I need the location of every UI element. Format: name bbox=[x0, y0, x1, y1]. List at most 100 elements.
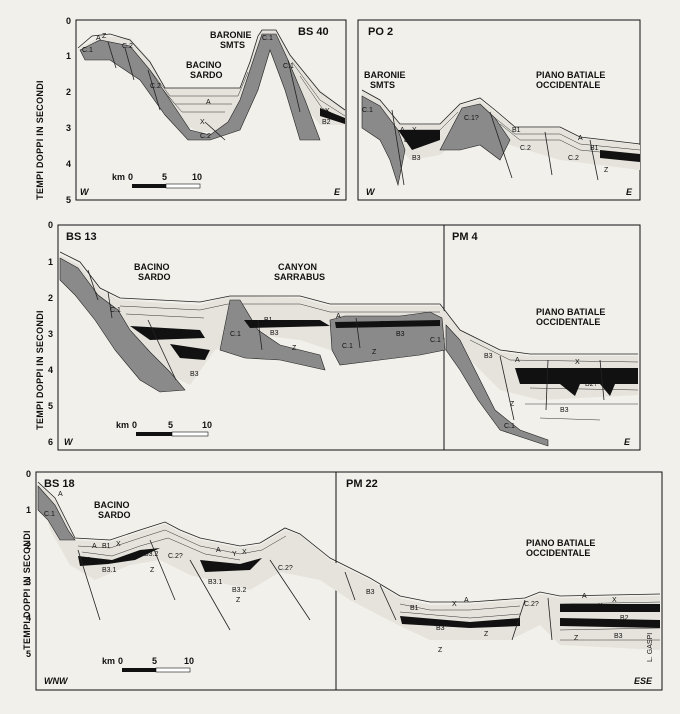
scale-10: 10 bbox=[184, 656, 194, 666]
scale-0: 0 bbox=[118, 656, 123, 666]
scale-5: 5 bbox=[162, 172, 167, 182]
unit-c2: C.2 bbox=[122, 43, 133, 50]
unit-x-po2: X bbox=[412, 127, 417, 134]
unit-y-3: Y bbox=[232, 551, 237, 558]
tick-3: 3 bbox=[66, 123, 71, 133]
bs18-west: WNW bbox=[44, 676, 69, 686]
po2-east: E bbox=[626, 187, 633, 197]
panel-bs40-frame bbox=[75, 19, 347, 201]
scale-10: 10 bbox=[192, 172, 202, 182]
label-occ-2: OCCIDENTALE bbox=[536, 317, 600, 327]
label-bacino-2: BACINO bbox=[134, 262, 170, 272]
y-axis-label-bottom: TEMPI DOPPI IN SECONDI bbox=[22, 530, 32, 650]
tick-2: 2 bbox=[48, 293, 53, 303]
panel-po2-frame bbox=[357, 19, 641, 201]
unit-b3-4: B3 bbox=[396, 331, 405, 338]
unit-x-6: X bbox=[452, 601, 457, 608]
unit-a2-po2: A bbox=[578, 135, 583, 142]
unit-a-4: A bbox=[515, 357, 520, 364]
label-sarrabus: SARRABUS bbox=[274, 272, 325, 282]
unit-b3-5: B3 bbox=[484, 353, 493, 360]
tick-0: 0 bbox=[66, 16, 71, 26]
label-smts: SMTS bbox=[220, 40, 245, 50]
tick-3: 3 bbox=[48, 329, 53, 339]
unit-b3-po2: B3 bbox=[412, 155, 421, 162]
label-baronie-po2: BARONIE bbox=[364, 70, 406, 80]
unit-b1-5: B1 bbox=[410, 605, 419, 612]
unit-z: Z bbox=[102, 33, 107, 40]
unit-a: A bbox=[96, 35, 101, 42]
label-smts-po2: SMTS bbox=[370, 80, 395, 90]
scale-bar-bs40: km 0 5 10 bbox=[112, 172, 202, 189]
unit-a-3: A bbox=[336, 313, 341, 320]
scale-bar-bs18: km 0 5 10 bbox=[102, 656, 194, 673]
unit-z-4: Z bbox=[510, 401, 515, 408]
unit-b1-2: B1 bbox=[264, 317, 273, 324]
bs40-east: E bbox=[334, 187, 341, 197]
unit-z-po2: Z bbox=[604, 167, 609, 174]
unit-x-2: X bbox=[178, 331, 183, 338]
label-sardo-3: SARDO bbox=[98, 510, 131, 520]
pm22-east: ESE bbox=[634, 676, 653, 686]
tick-5: 5 bbox=[26, 649, 31, 659]
tick-4: 4 bbox=[66, 159, 71, 169]
scale-5: 5 bbox=[152, 656, 157, 666]
panel-bs18-pm22: 0 1 2 3 4 5 BS 18 PM 22 BACINO SARDO PIA… bbox=[26, 469, 663, 691]
unit-b1-4: B1 bbox=[102, 543, 111, 550]
unit-b3-3: B3 bbox=[270, 330, 279, 337]
tick-4: 4 bbox=[48, 365, 53, 375]
unit-z-9: Z bbox=[574, 635, 579, 642]
tick-6: 6 bbox=[48, 437, 53, 447]
unit-y-4: Y bbox=[598, 603, 603, 610]
unit-x-5: X bbox=[242, 549, 247, 556]
unit-b31-3: B3.1 bbox=[102, 567, 117, 574]
unit-x-3: X bbox=[575, 359, 580, 366]
scale-0: 0 bbox=[132, 420, 137, 430]
tick-1: 1 bbox=[26, 505, 31, 515]
unit-c2b: C.2 bbox=[150, 83, 161, 90]
pm22-title: PM 22 bbox=[346, 478, 378, 490]
pm4-east: E bbox=[624, 437, 631, 447]
tick-2: 2 bbox=[26, 541, 31, 551]
unit-b31-4: B3.1 bbox=[208, 579, 223, 586]
scale-bar-bs13: km 0 5 10 bbox=[116, 420, 212, 437]
unit-b1-po2: B1 bbox=[512, 127, 521, 134]
unit-y-2: Y bbox=[556, 375, 561, 382]
tick-5: 5 bbox=[66, 195, 71, 205]
tick-1: 1 bbox=[48, 257, 53, 267]
label-sardo-2: SARDO bbox=[138, 272, 171, 282]
unit-a-po2: A bbox=[400, 127, 405, 134]
unit-c1-po2: C.1 bbox=[362, 107, 373, 114]
tick-0: 0 bbox=[26, 469, 31, 479]
unit-b2-4: B2 bbox=[204, 565, 213, 572]
unit-z-6: Z bbox=[236, 597, 241, 604]
scale-km: km bbox=[112, 172, 125, 182]
label-piano-2: PIANO BATIALE bbox=[536, 307, 605, 317]
panel-bs18-frame bbox=[35, 471, 663, 691]
tick-0: 0 bbox=[48, 220, 53, 230]
panel-bs40: 0 1 2 3 4 5 BS 40 BARONIE SMTS BACINO SA… bbox=[66, 16, 347, 205]
unit-b2-po2: B2 bbox=[404, 137, 413, 144]
unit-z-7: Z bbox=[484, 631, 489, 638]
unit-b3-2: B3 bbox=[190, 371, 199, 378]
unit-c2c: C.2 bbox=[200, 133, 211, 140]
unit-c1q-po2: C.1? bbox=[464, 115, 479, 122]
po2-west: W bbox=[366, 187, 376, 197]
unit-c2q-4: C.2? bbox=[278, 565, 293, 572]
scale-0: 0 bbox=[128, 172, 133, 182]
label-piano-po2: PIANO BATIALE bbox=[536, 70, 605, 80]
unit-c1b: C.1 bbox=[262, 35, 273, 42]
bs40-y-ticks: 0 1 2 3 4 5 bbox=[66, 16, 71, 205]
unit-b3-8: B3 bbox=[436, 625, 445, 632]
unit-x-7: X bbox=[612, 597, 617, 604]
unit-b2: B2 bbox=[322, 119, 331, 126]
unit-c1c: C.1 bbox=[283, 63, 294, 70]
po2-title: PO 2 bbox=[368, 26, 393, 38]
pm4-title: PM 4 bbox=[452, 231, 479, 243]
panel-po2: PO 2 BARONIE SMTS PIANO BATIALE OCCIDENT… bbox=[357, 19, 641, 201]
unit-c1: C.1 bbox=[82, 47, 93, 54]
unit-c2q-3: C.2? bbox=[168, 553, 183, 560]
unit-x2: X bbox=[325, 108, 330, 115]
label-bacino: BACINO bbox=[186, 60, 222, 70]
